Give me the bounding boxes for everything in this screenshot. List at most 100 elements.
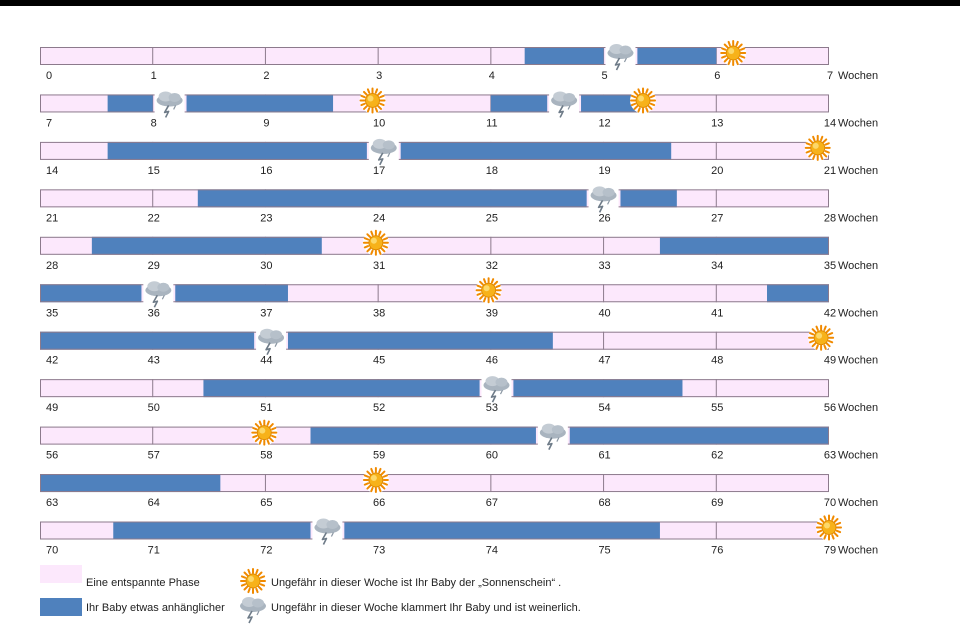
- legend-label-storm: Ungefähr in dieser Woche klammert Ihr Ba…: [271, 602, 581, 614]
- week-tick-label: 69: [711, 497, 723, 509]
- week-tick-label: 53: [486, 402, 498, 414]
- clingy-phase-segment: [91, 236, 322, 255]
- week-tick-label: 32: [486, 260, 498, 272]
- legend-label-sun: Ungefähr in dieser Woche ist Ihr Baby de…: [271, 577, 561, 589]
- clingy-phase-segment: [175, 284, 288, 303]
- clingy-phase-segment: [400, 141, 672, 160]
- storm-cloud-icon: [537, 421, 569, 451]
- week-tick-label: 25: [486, 212, 498, 224]
- clingy-phase-segment: [620, 189, 677, 208]
- legend-swatch-clingy: [40, 598, 82, 616]
- sun-icon: [361, 466, 390, 495]
- clingy-phase-segment: [107, 94, 153, 113]
- week-tick-label: 8: [151, 117, 157, 129]
- timeline-row: 0 1 2 3 4 5 6 7 Wochen: [40, 39, 878, 82]
- clingy-phase-segment: [637, 47, 717, 65]
- week-tick-label: 65: [260, 497, 272, 509]
- unit-label: Wochen: [838, 545, 878, 557]
- week-tick-label: 40: [598, 307, 610, 319]
- week-tick-label: 14: [824, 117, 836, 129]
- week-tick-label: 11: [486, 117, 497, 129]
- week-tick-label: 42: [46, 355, 58, 367]
- week-tick-label: 79: [824, 545, 836, 557]
- row-outline: [40, 94, 829, 113]
- week-tick-label: 52: [373, 402, 385, 414]
- clingy-phase-segment: [107, 141, 367, 160]
- week-tick-label: 33: [598, 260, 610, 272]
- clingy-phase-segment: [40, 474, 221, 493]
- week-tick-label: 72: [260, 545, 272, 557]
- week-tick-label: 15: [148, 165, 160, 177]
- storm-cloud-icon: [480, 374, 513, 403]
- week-tick-label: 2: [263, 70, 269, 82]
- unit-label: Wochen: [838, 307, 878, 319]
- week-tick-label: 9: [263, 117, 269, 129]
- clingy-phase-segment: [203, 379, 480, 398]
- sun-icon: [629, 86, 658, 115]
- week-tick-label: 76: [711, 545, 723, 557]
- week-tick-label: 56: [824, 402, 836, 414]
- week-tick-label: 70: [46, 545, 58, 557]
- week-tick-label: 50: [148, 402, 160, 414]
- sun-icon: [803, 133, 832, 162]
- week-tick-label: 63: [46, 497, 58, 509]
- week-tick-label: 23: [260, 212, 272, 224]
- row-outline: [40, 379, 829, 398]
- week-tick-label: 61: [598, 450, 610, 462]
- timeline-row: 42 43 44 45 46 47 48 49 Wochen: [40, 323, 878, 367]
- week-tick-label: 71: [148, 545, 160, 557]
- sun-icon: [719, 39, 748, 67]
- sun-icon: [358, 86, 387, 115]
- week-tick-label: 36: [148, 307, 160, 319]
- week-tick-label: 19: [598, 165, 610, 177]
- week-tick-label: 54: [598, 402, 610, 414]
- clingy-phase-segment: [40, 331, 255, 350]
- week-tick-label: 68: [598, 497, 610, 509]
- clingy-phase-segment: [186, 94, 334, 113]
- week-tick-label: 29: [148, 260, 160, 272]
- legend: Eine entspannte Phase Ihr Baby etwas anh…: [40, 565, 581, 624]
- timeline-row: 35 36 37 38 39 40 41 42 Wochen: [40, 276, 878, 319]
- week-tick-label: 60: [486, 450, 498, 462]
- legend-swatch-relaxed: [40, 565, 82, 583]
- week-tick-label: 28: [824, 212, 836, 224]
- legend-sun-icon: [239, 567, 267, 595]
- timeline-row: 7 8 9 10 11 12 13 14 Wochen: [40, 86, 878, 129]
- week-tick-label: 37: [260, 307, 272, 319]
- week-tick-label: 3: [376, 70, 382, 82]
- week-tick-label: 73: [373, 545, 385, 557]
- week-tick-label: 56: [46, 450, 58, 462]
- storm-cloud-icon: [311, 516, 344, 546]
- unit-label: Wochen: [838, 355, 878, 367]
- relaxed-phase-bar: [40, 474, 829, 493]
- week-tick-label: 20: [711, 165, 723, 177]
- week-tick-label: 49: [824, 355, 836, 367]
- timeline-row: 21 22 23 24 25 26 27 28 Wochen: [40, 184, 878, 224]
- unit-label: Wochen: [838, 165, 878, 177]
- unit-label: Wochen: [838, 117, 878, 129]
- clingy-phase-segment: [524, 47, 604, 65]
- week-tick-label: 63: [824, 450, 836, 462]
- storm-cloud-icon: [604, 42, 637, 71]
- sun-icon: [474, 276, 503, 305]
- unit-label: Wochen: [838, 450, 878, 462]
- week-tick-label: 7: [827, 70, 833, 82]
- unit-label: Wochen: [838, 70, 878, 82]
- week-tick-label: 45: [373, 355, 385, 367]
- week-tick-label: 70: [824, 497, 836, 509]
- week-tick-label: 49: [46, 402, 58, 414]
- clingy-phase-segment: [287, 331, 553, 350]
- row-outline: [40, 189, 829, 208]
- storm-cloud-icon: [548, 89, 580, 119]
- week-tick-label: 75: [598, 545, 610, 557]
- week-tick-label: 34: [711, 260, 723, 272]
- week-tick-label: 62: [711, 450, 723, 462]
- week-tick-label: 47: [598, 355, 610, 367]
- clingy-phase-segment: [310, 426, 536, 445]
- week-tick-label: 51: [260, 402, 272, 414]
- storm-cloud-icon: [142, 279, 175, 309]
- week-tick-label: 21: [46, 212, 58, 224]
- week-tick-label: 5: [602, 70, 608, 82]
